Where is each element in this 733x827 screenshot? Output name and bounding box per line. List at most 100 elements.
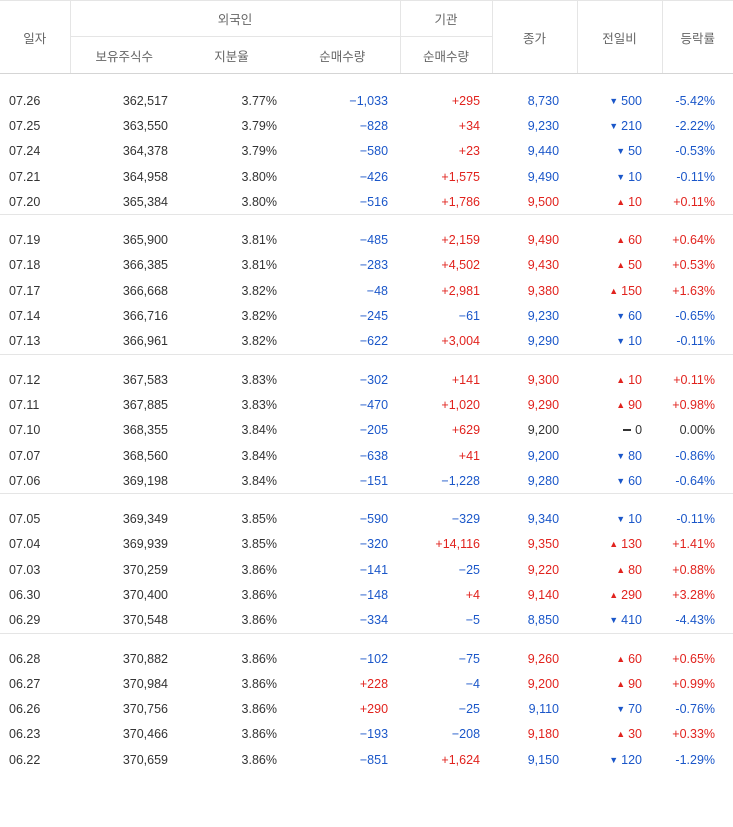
row-change-cell: ▲ 60 [577,646,662,671]
triangle-down-icon: ▼ [616,475,626,486]
row-change-value: 50 [628,144,643,159]
row-holdings: 368,560 [122,448,168,463]
table-row: 06.26 370,756 3.86% +290 −25 9,110 ▼ 70 -0.76% [0,697,733,722]
triangle-up-icon: ▲ [609,589,619,600]
spacer-row [0,74,733,89]
triangle-down-icon: ▼ [609,120,619,131]
row-holdings: 367,885 [122,397,168,412]
row-institution-net: −208 [451,727,481,742]
row-institution-net: +34 [458,118,481,133]
triangle-up-icon: ▲ [616,260,626,271]
triangle-up-icon: ▲ [616,374,626,385]
row-holdings: 365,900 [122,233,168,248]
row-change-cell: ▼ 60 [577,303,662,328]
row-rate: +0.65% [672,651,716,666]
table-row: 07.26 362,517 3.77% −1,033 +295 8,730 ▼ 500 -5.4… [0,88,733,113]
row-foreign-net: −283 [359,258,389,273]
row-change-value: 10 [628,194,643,209]
table-row: 07.04 369,939 3.85% −320 +14,116 9,350 ▲ 130 +1.… [0,532,733,557]
row-close: 9,430 [527,258,560,273]
header-holdings: 보유주식수 [69,36,178,74]
row-foreign-net: −590 [359,512,389,527]
trading-table: 일자 외국인 기관 종가 전일비 등락률 보유주식수 지분율 순매수량 순매수량… [0,0,733,767]
row-institution-net: −61 [458,309,481,324]
triangle-up-icon: ▲ [616,653,626,664]
row-rate: +0.88% [672,562,716,577]
row-foreign-net: −48 [366,283,389,298]
row-foreign-net: −426 [359,169,389,184]
row-institution-net: +1,575 [441,169,481,184]
row-institution-net: +3,004 [441,334,481,349]
row-change-cell: ▲ 290 [577,582,662,607]
row-change-cell: ▲ 90 [577,392,662,417]
row-close: 9,290 [527,334,560,349]
row-close: 9,260 [527,651,560,666]
row-rate: +0.98% [672,397,716,412]
row-ratio: 3.79% [241,144,277,159]
row-change-value: 0 [635,423,643,438]
row-institution-net: −25 [458,562,481,577]
row-ratio: 3.80% [241,169,277,184]
row-institution-net: −329 [451,512,481,527]
table-row: 06.27 370,984 3.86% +228 −4 9,200 ▲ 90 +0.99% [0,671,733,696]
row-rate: +0.11% [673,194,716,209]
row-close: 9,230 [527,309,560,324]
row-rate: +1.63% [672,283,716,298]
row-institution-net: −1,228 [441,473,481,488]
header-ratio: 지분율 [178,36,285,74]
row-ratio: 3.81% [241,233,277,248]
row-institution-net: −4 [465,676,481,691]
row-close: 9,140 [527,587,560,602]
row-holdings: 364,378 [122,144,168,159]
row-date: 07.13 [9,334,41,349]
triangle-up-icon: ▲ [609,539,619,550]
table-row: 07.18 366,385 3.81% −283 +4,502 9,430 ▲ 50 +0.53… [0,253,733,278]
row-change-value: 120 [621,752,643,767]
header-institution-group: 기관 [399,0,493,37]
row-change-value: 90 [628,397,643,412]
row-change-cell: ▼ 10 [577,329,662,355]
row-holdings: 369,939 [122,537,168,552]
group-separator [0,493,733,507]
triangle-down-icon: ▼ [616,171,626,182]
triangle-up-icon: ▲ [609,285,619,296]
row-change-value: 60 [628,473,643,488]
row-change-cell: ▲ 50 [577,253,662,278]
row-rate: -5.42% [675,93,716,108]
row-holdings: 362,517 [122,93,168,108]
row-rate: -2.22% [675,118,716,133]
triangle-down-icon: ▼ [616,450,626,461]
row-institution-net: −25 [458,702,481,717]
triangle-down-icon: ▼ [616,514,626,525]
row-change-value: 60 [628,309,643,324]
row-change-cell: ▲ 130 [577,532,662,557]
table-row: 07.12 367,583 3.83% −302 +141 9,300 ▲ 10 +0.11% [0,367,733,392]
row-rate: +0.53% [672,258,716,273]
row-change-cell: ▼ 80 [577,443,662,468]
row-date: 07.11 [9,397,40,412]
triangle-down-icon: ▼ [616,336,626,347]
row-date: 07.10 [9,423,41,438]
row-ratio: 3.86% [241,562,277,577]
triangle-up-icon: ▲ [616,729,626,740]
row-date: 06.23 [9,727,41,742]
row-institution-net: +1,624 [441,752,481,767]
row-change-value: 50 [628,258,643,273]
row-change-cell: ▲ 60 [577,227,662,252]
row-change-cell: ▼ 10 [577,164,662,189]
row-institution-net: +141 [451,372,481,387]
row-foreign-net: −485 [359,233,389,248]
row-foreign-net: −1,033 [349,93,389,108]
row-rate: -0.65% [675,309,716,324]
row-foreign-net: −334 [359,613,389,628]
row-date: 07.25 [9,118,41,133]
header-close: 종가 [491,0,578,74]
row-ratio: 3.86% [241,727,277,742]
row-date: 07.26 [9,93,41,108]
row-date: 06.27 [9,676,41,691]
header-date: 일자 [0,0,70,74]
row-foreign-net: −638 [359,448,389,463]
row-change-cell: ▲ 30 [577,722,662,747]
row-date: 06.26 [9,702,41,717]
row-change-cell: ▲ 90 [577,671,662,696]
